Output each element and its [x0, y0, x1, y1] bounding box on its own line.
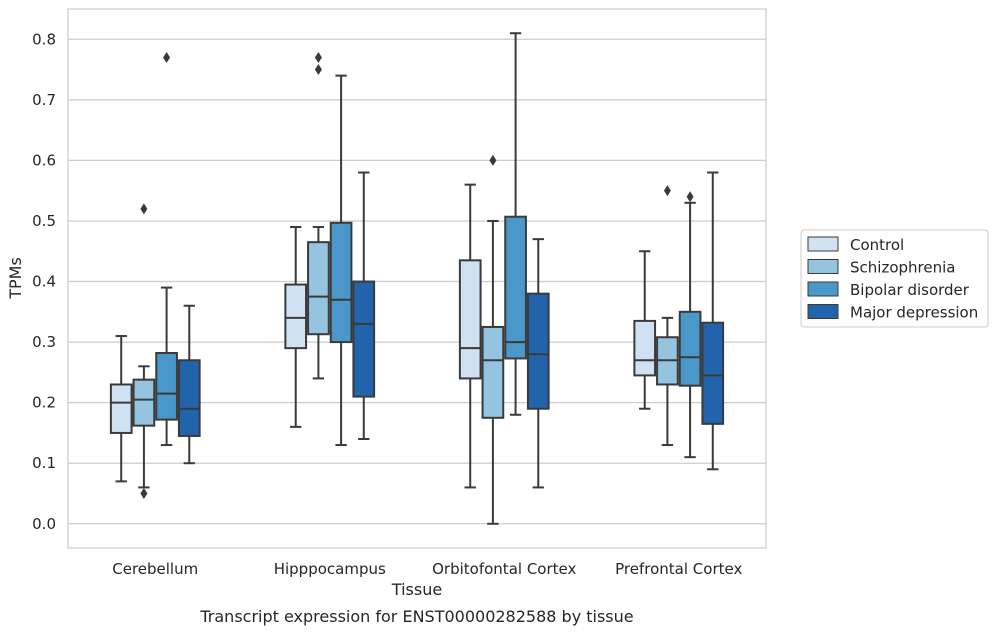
- y-axis-ticks: 0.0 0.1 0.2 0.3 0.4 0.5 0.6 0.7 0.8: [32, 30, 56, 532]
- y-tick-label: 0.8: [32, 30, 56, 48]
- x-tick-label: Orbitofontal Cortex: [432, 560, 576, 578]
- box-major-depression-1: [352, 171, 376, 440]
- outlier-marker: [663, 185, 671, 197]
- box-bipolar-disorder-0: [155, 51, 178, 447]
- box-schizophrenia-3: [656, 185, 679, 447]
- box-iqr: [458, 259, 482, 380]
- box-major-depression-2: [526, 238, 550, 489]
- box-schizophrenia-0: [132, 203, 156, 499]
- y-tick-label: 0.7: [32, 91, 56, 109]
- box-iqr: [526, 292, 550, 410]
- y-tick-label: 0.5: [32, 212, 56, 230]
- x-axis-ticks: Cerebellum Hipppocampus Orbitofontal Corte…: [112, 560, 742, 578]
- outlier-marker: [314, 51, 322, 63]
- box-iqr: [481, 325, 505, 419]
- x-tick-label: Hipppocampus: [274, 560, 386, 578]
- box-major-depression-0: [177, 304, 201, 465]
- y-tick-label: 0.2: [32, 394, 56, 412]
- y-tick-label: 0.1: [32, 454, 56, 472]
- legend-frame: [800, 229, 989, 328]
- box-iqr: [352, 280, 376, 398]
- legend-swatch: [807, 259, 839, 274]
- box-iqr: [504, 215, 527, 360]
- box-iqr: [678, 310, 702, 387]
- box-iqr: [155, 351, 178, 421]
- box-iqr: [109, 383, 133, 434]
- box-groups: [109, 32, 725, 525]
- y-tick-label: 0.4: [32, 273, 56, 291]
- legend-swatch: [807, 236, 839, 252]
- box-control-2: [458, 183, 482, 489]
- box-schizophrenia-1: [307, 51, 330, 380]
- legend: Control Schizophrenia Bipolar disorder Majo…: [800, 229, 989, 328]
- box-iqr: [284, 283, 308, 350]
- box-major-depression-3: [701, 171, 725, 471]
- x-tick-label: Cerebellum: [112, 560, 198, 578]
- box-control-1: [284, 226, 308, 428]
- y-tick-label: 0.3: [32, 333, 56, 351]
- box-iqr: [701, 321, 725, 425]
- y-tick-label: 0.0: [32, 515, 56, 533]
- outlier-marker: [314, 64, 322, 76]
- y-tick-label: 0.6: [32, 151, 56, 169]
- box-iqr: [633, 319, 657, 377]
- outlier-marker: [140, 203, 148, 215]
- box-control-0: [109, 335, 133, 483]
- chart-caption: Transcript expression for ENST0000028258…: [199, 607, 633, 626]
- legend-swatch: [807, 304, 839, 319]
- legend-swatch: [807, 281, 839, 297]
- box-iqr: [132, 378, 156, 427]
- outlier-marker: [686, 191, 694, 203]
- box-iqr: [329, 221, 353, 344]
- box-schizophrenia-2: [481, 154, 505, 525]
- box-iqr: [177, 359, 201, 437]
- outlier-marker: [489, 154, 497, 166]
- grid-lines: [68, 38, 766, 525]
- legend-label: Bipolar disorder: [850, 281, 970, 299]
- box-control-3: [633, 250, 657, 410]
- legend-label: Control: [850, 236, 904, 254]
- legend-label: Major depression: [850, 304, 978, 322]
- y-axis-label: TPMs: [6, 257, 25, 300]
- x-tick-label: Prefrontal Cortex: [615, 560, 742, 578]
- box-bipolar-disorder-3: [678, 191, 702, 459]
- outlier-marker: [140, 487, 148, 499]
- outlier-marker: [163, 51, 171, 63]
- box-bipolar-disorder-1: [329, 74, 353, 447]
- plot-area-frame: [67, 8, 767, 549]
- x-axis-label: Tissue: [391, 580, 442, 599]
- box-bipolar-disorder-2: [504, 32, 527, 416]
- legend-label: Schizophrenia: [850, 259, 955, 277]
- box-iqr: [307, 241, 330, 336]
